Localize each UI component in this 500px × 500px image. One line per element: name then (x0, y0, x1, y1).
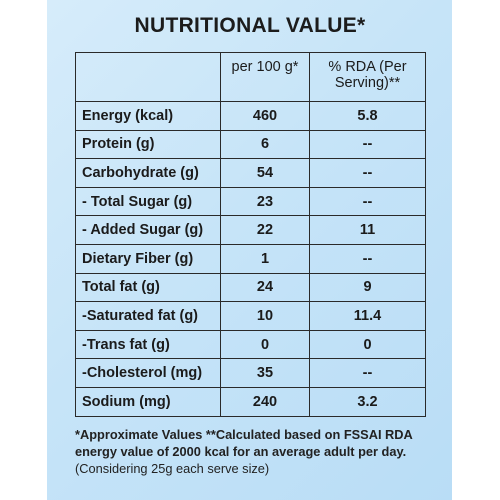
rda-value: 5.8 (309, 101, 426, 131)
nutrient-name: Energy (kcal) (75, 101, 221, 131)
nutrient-name: -Trans fat (g) (75, 329, 221, 360)
table-row: - Added Sugar (g) 22 11 (75, 215, 426, 245)
per-100g-value: 6 (220, 129, 310, 160)
rda-value: -- (309, 243, 426, 274)
table-row: Sodium (mg) 240 3.2 (75, 386, 426, 417)
footnote: *Approximate Values **Calculated based o… (75, 426, 435, 477)
per-100g-value: 23 (220, 186, 310, 217)
nutrient-name: Sodium (mg) (75, 386, 221, 417)
table-row: -Saturated fat (g) 10 11.4 (75, 301, 426, 331)
rda-value: -- (309, 186, 426, 217)
nutrient-name: Carbohydrate (g) (75, 158, 221, 188)
table-row: -Trans fat (g) 0 0 (75, 329, 426, 360)
table-header-row: per 100 g* % RDA (Per Serving)** (75, 52, 426, 102)
header-nutrient (75, 52, 221, 102)
per-100g-value: 1 (220, 243, 310, 274)
rda-value: 11 (309, 215, 426, 245)
per-100g-value: 10 (220, 301, 310, 331)
rda-value: -- (309, 358, 426, 388)
nutrient-name: - Added Sugar (g) (75, 215, 221, 245)
rda-value: 9 (309, 272, 426, 303)
rda-value: 3.2 (309, 386, 426, 417)
per-100g-value: 54 (220, 158, 310, 188)
footnote-serve-size: (Considering 25g each serve size) (75, 461, 270, 476)
table-row: -Cholesterol (mg) 35 -- (75, 358, 426, 388)
table-row: - Total Sugar (g) 23 -- (75, 186, 426, 217)
nutrient-name: Protein (g) (75, 129, 221, 160)
table-row: Carbohydrate (g) 54 -- (75, 158, 426, 188)
rda-value: -- (309, 158, 426, 188)
per-100g-value: 460 (220, 101, 310, 131)
header-per-100g: per 100 g* (220, 52, 310, 102)
table-row: Protein (g) 6 -- (75, 129, 426, 160)
table-row: Dietary Fiber (g) 1 -- (75, 243, 426, 274)
per-100g-value: 35 (220, 358, 310, 388)
per-100g-value: 22 (220, 215, 310, 245)
table-row: Total fat (g) 24 9 (75, 272, 426, 303)
nutrient-name: -Saturated fat (g) (75, 301, 221, 331)
rda-value: 11.4 (309, 301, 426, 331)
table-row: Energy (kcal) 460 5.8 (75, 101, 426, 131)
nutrient-name: - Total Sugar (g) (75, 186, 221, 217)
rda-value: 0 (309, 329, 426, 360)
nutrient-name: Total fat (g) (75, 272, 221, 303)
nutrient-name: -Cholesterol (mg) (75, 358, 221, 388)
per-100g-value: 0 (220, 329, 310, 360)
per-100g-value: 240 (220, 386, 310, 417)
per-100g-value: 24 (220, 272, 310, 303)
header-rda: % RDA (Per Serving)** (309, 52, 426, 102)
nutrition-table: per 100 g* % RDA (Per Serving)** Energy … (75, 52, 426, 417)
footnote-bold-text: *Approximate Values **Calculated based o… (75, 427, 413, 459)
nutrient-name: Dietary Fiber (g) (75, 243, 221, 274)
rda-value: -- (309, 129, 426, 160)
nutrition-title: NUTRITIONAL VALUE* (134, 14, 366, 37)
